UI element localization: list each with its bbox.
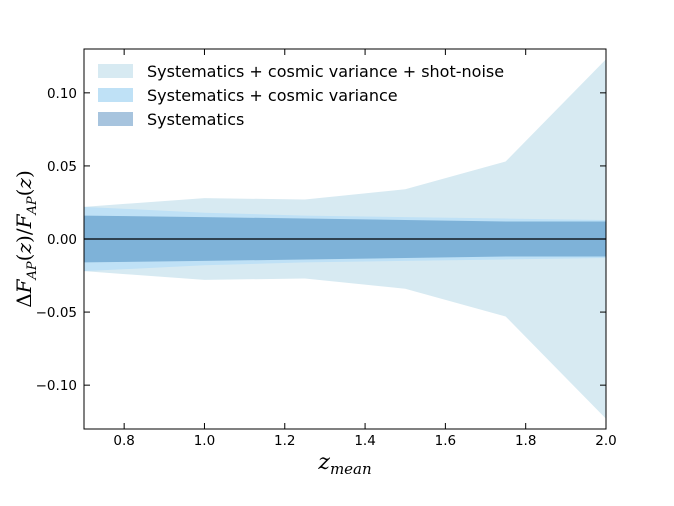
y-tick-label: 0.00 [47, 232, 77, 248]
y-axis-label-part: F [12, 278, 36, 294]
y-axis-label-part: F [12, 213, 36, 229]
y-axis-label-part: AP [25, 196, 40, 215]
x-tick-label: 2.0 [595, 433, 616, 449]
y-axis-label-part: )/ [12, 228, 36, 243]
y-axis-label-part: ( [12, 254, 36, 262]
y-axis-label-part: Δ [12, 293, 36, 307]
y-tick-label: 0.10 [47, 86, 77, 102]
x-tick-label: 1.0 [194, 433, 215, 449]
y-tick-label: −0.10 [36, 378, 77, 394]
y-tick-label: 0.05 [47, 159, 77, 175]
x-tick-label: 0.8 [113, 433, 134, 449]
x-tick-label: 1.6 [435, 433, 456, 449]
x-axis: 0.8 1.0 1.2 1.4 1.6 1.8 2.0 [113, 49, 617, 449]
legend-swatch [98, 112, 133, 126]
x-tick-label: 1.8 [515, 433, 536, 449]
x-axis-label: zmean [317, 450, 371, 478]
y-axis-label-part: ) [12, 170, 36, 178]
legend: Systematics + cosmic variance + shot-noi… [98, 62, 504, 129]
legend-label: Systematics + cosmic variance [147, 86, 398, 105]
x-axis-label-main: z [317, 450, 330, 475]
legend-label: Systematics + cosmic variance + shot-noi… [147, 62, 504, 81]
legend-label: Systematics [147, 110, 244, 129]
y-axis: 0.10 0.05 0.00 −0.05 −0.10 [36, 86, 606, 394]
y-tick-label: −0.05 [36, 305, 77, 321]
y-axis-label-part: z [12, 178, 36, 190]
x-axis-label-sub: mean [330, 460, 372, 478]
x-tick-label: 1.4 [354, 433, 375, 449]
y-axis-label: ΔFAP(z)/FAP(z) [12, 170, 40, 308]
y-axis-label-part: z [12, 243, 36, 255]
y-axis-label-part: ( [12, 189, 36, 197]
legend-swatch [98, 64, 133, 78]
x-tick-label: 1.2 [274, 433, 295, 449]
y-axis-label-part: AP [25, 261, 40, 280]
legend-swatch [98, 88, 133, 102]
